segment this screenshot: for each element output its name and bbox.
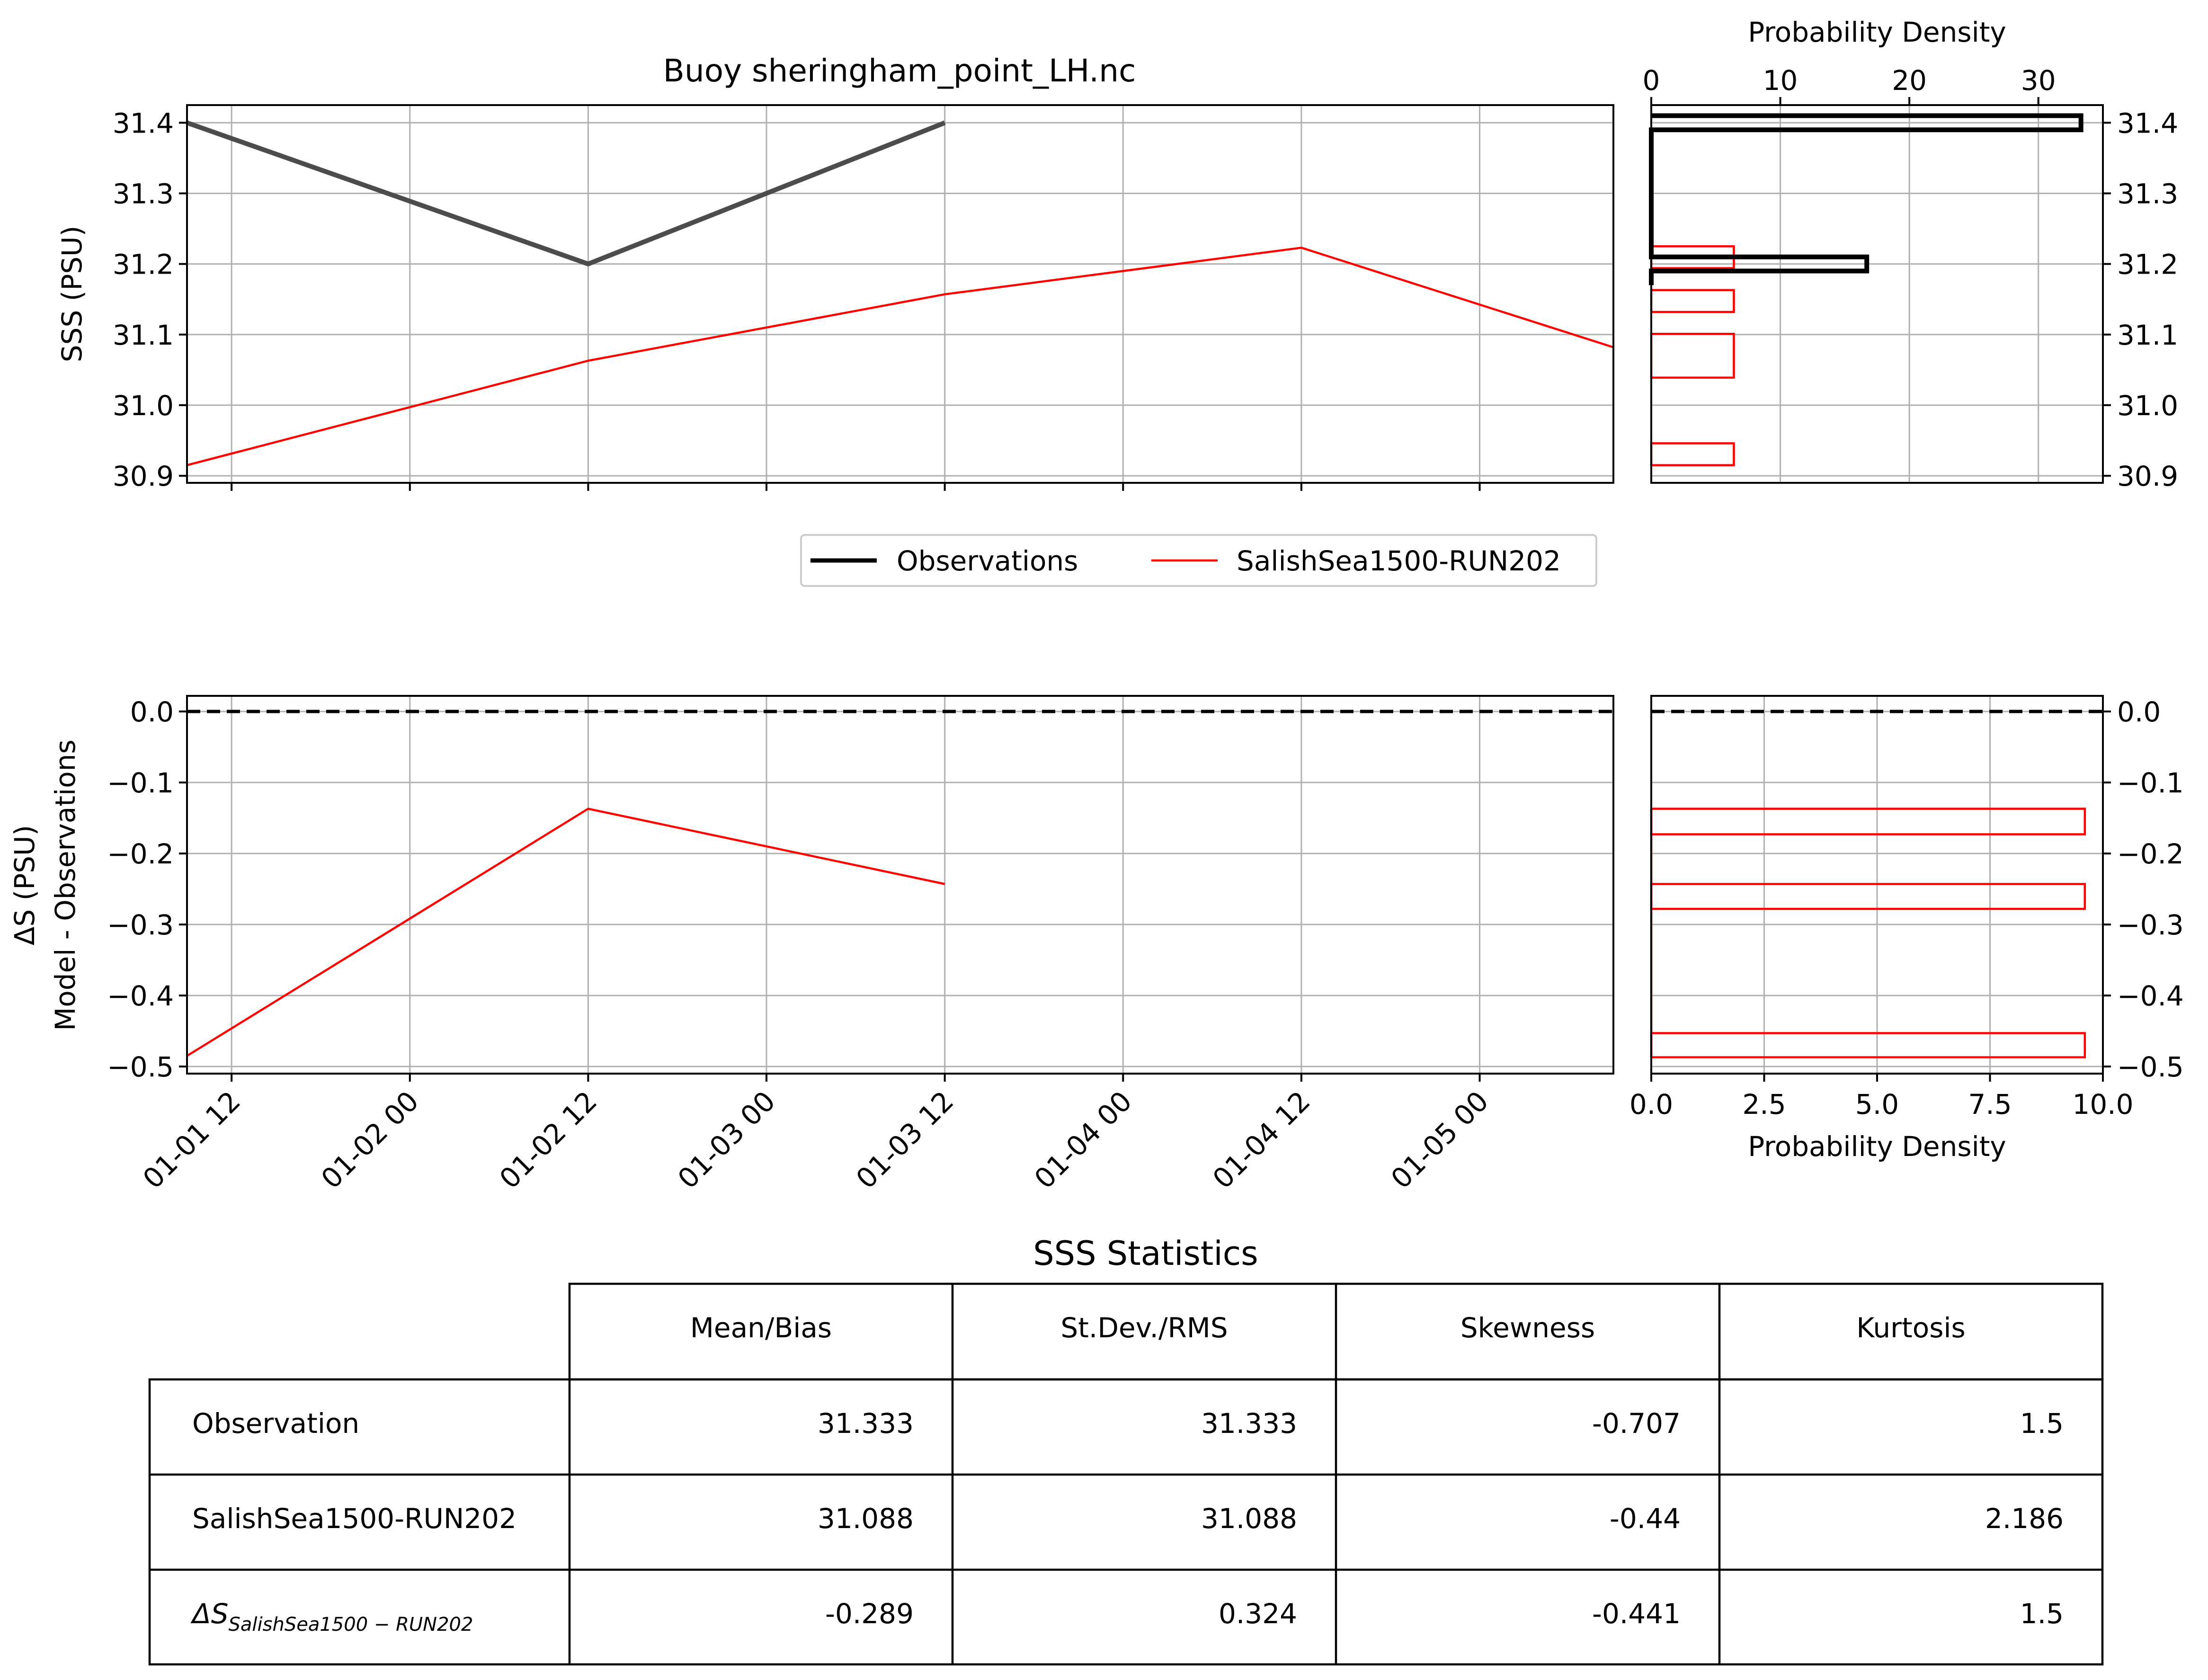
table-header-cell: Skewness [1460,1312,1595,1344]
table-header-cell: Kurtosis [1856,1312,1966,1344]
statistics-table: SSS Statistics Mean/Bias St.Dev./RMS Skewn… [148,1234,2104,1666]
y-tick-label: 31.1 [2117,319,2178,351]
sss-timeseries-lines [186,120,1614,466]
y-tick-label: 31.0 [2117,390,2178,422]
table-cell: 0.324 [1219,1598,1297,1630]
x-tick-label: 10.0 [2072,1088,2133,1120]
y-tick-label: 31.4 [2117,107,2178,139]
legend: Observations SalishSea1500-RUN202 [800,534,1597,587]
x-tick-label: 10 [1763,64,1798,97]
table-cell: 31.333 [1201,1407,1297,1440]
statistics-table-grid [148,1282,2104,1666]
y-tick-label: 31.1 [113,319,174,351]
y-tick-label: 31.4 [113,107,174,139]
table-header-cell: Mean/Bias [690,1312,832,1344]
table-row-label: ΔSSalishSea1500 − RUN202 [190,1598,473,1636]
sss-timeseries-grid [187,105,1613,483]
table-cell: 1.5 [2020,1407,2064,1440]
sss-histogram-grid [1650,105,2103,483]
table-cell: 1.5 [2020,1598,2064,1630]
table-cell: -0.289 [825,1598,914,1630]
y-tick-label: −0.4 [2117,980,2184,1012]
sss-histogram-yticks: 30.9 31.0 31.1 31.2 31.3 31.4 [2103,107,2178,492]
x-tick-label: 5.0 [1855,1088,1899,1120]
y-tick-label: 31.0 [113,390,174,422]
delta-timeseries-yticks: −0.5 −0.4 −0.3 −0.2 −0.1 0.0 [107,696,187,1083]
table-cell: 2.186 [1985,1502,2064,1535]
legend-label-model: SalishSea1500-RUN202 [1237,545,1561,577]
delta-timeseries-frame [186,695,1614,1075]
table-cell: 31.088 [818,1502,914,1535]
y-tick-label: −0.2 [2117,838,2184,870]
y-tick-label: 30.9 [113,460,174,492]
model-line [187,247,1614,466]
x-tick-label: 30 [2021,64,2056,97]
table-row-label: Observation [192,1407,359,1440]
y-tick-label: 30.9 [2117,460,2178,492]
delta-model-line [186,808,945,1057]
legend-label-observations: Observations [897,545,1078,577]
y-tick-label: 31.3 [113,178,174,210]
table-cell: -0.707 [1592,1407,1681,1440]
y-tick-label: 31.3 [2117,178,2178,210]
delta-histogram-panel: 0.0 2.5 5.0 7.5 10.0 −0.5 −0.4 −0.3 −0.2 −0.1 0.0… [1629,695,2184,1163]
sss-timeseries-title: Buoy sheringham_point_LH.nc [663,53,1136,89]
delta-histogram-yticks: −0.5 −0.4 −0.3 −0.2 −0.1 0.0 [2103,696,2184,1083]
table-cell: 31.088 [1201,1502,1297,1535]
y-tick-label: 0.0 [2117,696,2161,728]
table-cell: 31.333 [818,1407,914,1440]
sss-timeseries-xtick-marks [231,483,1481,491]
y-tick-label: −0.5 [107,1051,174,1083]
y-tick-label: −0.5 [2117,1051,2184,1083]
x-tick-label: 0.0 [1629,1088,1673,1120]
sss-timeseries-panel: Buoy sheringham_point_LH.nc 30.9 31.0 31.1… [56,53,1614,492]
delta-timeseries-lines [186,808,945,1057]
y-tick-label: 0.0 [130,696,174,728]
delta-histogram-xlabel: Probability Density [1748,1130,2006,1163]
y-tick-label: 31.2 [2117,249,2178,281]
delta-timeseries-ylabel2: Model - Observations [49,739,81,1031]
y-tick-label: −0.4 [107,980,174,1012]
table-row-label: SalishSea1500-RUN202 [192,1502,516,1535]
y-tick-label: −0.3 [2117,909,2184,941]
observations-line [186,120,946,267]
sss-timeseries-ylabel: SSS (PSU) [56,226,88,362]
delta-timeseries-ylabel: ΔS (PSU) [9,825,41,945]
table-header-cell: St.Dev./RMS [1060,1312,1228,1344]
sss-histogram-panel: 0 10 20 30 30.9 31.0 31.1 31.2 31.3 31.4 Probabi… [1643,16,2179,492]
sss-histogram-frame [1650,104,2104,484]
sss-histogram-xticks: 0 10 20 30 [1643,64,2056,105]
table-cell: -0.44 [1610,1502,1681,1535]
sss-timeseries-yticks: 30.9 31.0 31.1 31.2 31.3 31.4 [113,107,187,492]
x-tick-label: 2.5 [1742,1088,1786,1120]
x-tick-label: 20 [1892,64,1927,97]
delta-histogram-xticks: 0.0 2.5 5.0 7.5 10.0 [1629,1074,2134,1120]
table-body-border [148,1378,2104,1666]
statistics-table-cells: Mean/Bias St.Dev./RMS Skewness Kurtosis Obse… [190,1312,2064,1636]
y-tick-label: −0.1 [2117,767,2184,799]
y-tick-label: −0.2 [107,838,174,870]
y-tick-label: 31.2 [113,249,174,281]
y-tick-label: −0.3 [107,909,174,941]
x-tick-label: 7.5 [1968,1088,2012,1120]
table-cell: -0.441 [1592,1598,1681,1630]
sss-histogram-xlabel: Probability Density [1748,16,2006,48]
sss-timeseries-frame [186,104,1614,484]
delta-timeseries-grid [187,696,1613,1074]
y-tick-label: −0.1 [107,767,174,799]
x-tick-label: 0 [1643,64,1660,97]
statistics-table-title: SSS Statistics [1033,1234,1258,1273]
